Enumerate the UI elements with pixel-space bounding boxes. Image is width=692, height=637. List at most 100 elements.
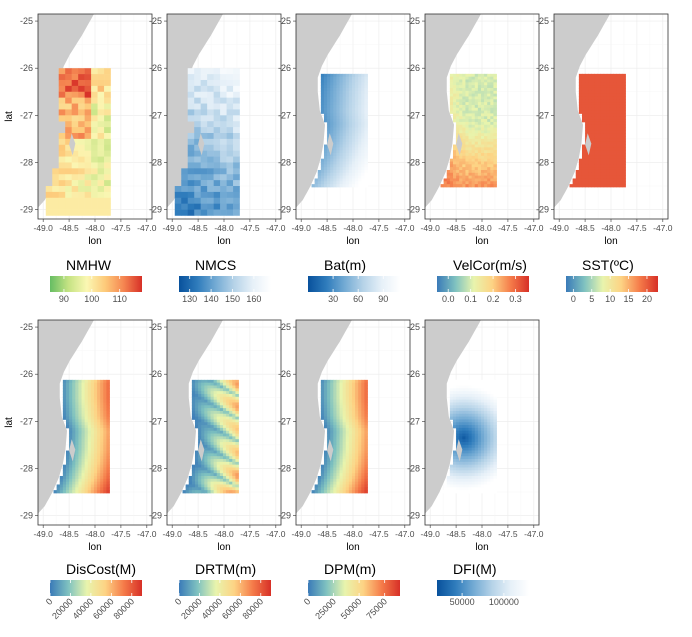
heatmap-cell — [358, 433, 362, 437]
heatmap-cell — [185, 487, 190, 491]
heatmap-cell — [578, 99, 583, 103]
heatmap-cell — [69, 473, 73, 477]
heatmap-cell — [471, 467, 476, 471]
heatmap-cell — [75, 405, 79, 409]
heatmap-cell — [588, 102, 592, 106]
heatmap-cell — [207, 475, 211, 480]
heatmap-cell — [75, 447, 79, 451]
heatmap-cell — [213, 470, 218, 474]
heatmap-cell — [106, 393, 110, 398]
x-tick-label: -48.0 — [343, 223, 363, 233]
heatmap-cell — [345, 439, 350, 443]
heatmap-cell — [474, 408, 479, 412]
heatmap-cell — [358, 93, 362, 97]
heatmap-cell — [219, 481, 224, 485]
heatmap-cell — [345, 133, 350, 137]
heatmap-cell — [90, 405, 95, 409]
heatmap-cell — [585, 124, 589, 128]
heatmap-cell — [490, 147, 494, 151]
heatmap-cell — [477, 85, 482, 89]
heatmap-cell — [490, 450, 494, 454]
heatmap-cell — [578, 76, 583, 80]
heatmap-cell — [339, 410, 344, 415]
heatmap-cell — [336, 155, 340, 160]
heatmap-cell — [480, 425, 485, 429]
heatmap-cell — [474, 399, 479, 403]
heatmap-cell — [616, 178, 620, 182]
heatmap-cell — [345, 172, 350, 177]
heatmap-cell — [364, 90, 368, 95]
heatmap-cell — [235, 385, 239, 389]
heatmap-cell — [449, 178, 454, 182]
heatmap-cell — [459, 127, 463, 131]
heatmap-cell — [609, 85, 614, 89]
heatmap-cell — [72, 436, 76, 440]
heatmap-cell — [364, 402, 368, 406]
heatmap-cell — [336, 433, 340, 437]
heatmap-cell — [235, 461, 239, 466]
heatmap-cell — [358, 388, 362, 392]
heatmap-cell — [446, 184, 451, 188]
heatmap-cell — [462, 133, 466, 137]
heatmap-cell — [355, 158, 359, 162]
heatmap-cell — [342, 478, 347, 483]
heatmap-cell — [364, 155, 368, 160]
heatmap-cell — [317, 484, 322, 488]
heatmap-cell — [93, 425, 98, 429]
heatmap-cell — [569, 184, 574, 188]
heatmap-cell — [339, 93, 344, 97]
heatmap-cell — [106, 464, 110, 468]
heatmap-cell — [333, 155, 337, 160]
heatmap-cell — [351, 433, 356, 437]
heatmap-cell — [609, 158, 614, 162]
heatmap-cell — [226, 444, 230, 449]
heatmap-cell — [103, 450, 107, 454]
heatmap-cell — [459, 410, 463, 415]
heatmap-cell — [72, 487, 76, 491]
heatmap-cell — [93, 385, 98, 389]
heatmap-cell — [342, 433, 347, 437]
heatmap-cell — [364, 107, 368, 112]
heatmap-cell — [87, 439, 92, 443]
heatmap-cell — [219, 388, 224, 392]
heatmap-cell — [222, 391, 227, 395]
heatmap-cell — [229, 447, 233, 451]
heatmap-cell — [348, 413, 353, 418]
heatmap-cell — [484, 181, 488, 185]
heatmap-cell — [213, 79, 221, 87]
heatmap-cell — [191, 475, 196, 480]
heatmap-cell — [232, 422, 236, 426]
heatmap-cell — [314, 484, 319, 488]
heatmap-cell — [93, 447, 98, 451]
heatmap-cell — [361, 87, 365, 92]
heatmap-cell — [493, 130, 497, 134]
heatmap-cell — [103, 487, 107, 491]
heatmap-cell — [619, 90, 623, 95]
heatmap-cell — [207, 459, 211, 463]
heatmap-cell — [487, 382, 491, 386]
heatmap-cell — [336, 102, 340, 106]
heatmap-cell — [210, 396, 215, 401]
heatmap-cell — [200, 150, 208, 157]
heatmap-cell — [226, 156, 234, 163]
heatmap-cell — [90, 427, 95, 432]
heatmap-cell — [216, 439, 221, 443]
heatmap-cell — [210, 427, 215, 432]
heatmap-cell — [235, 419, 239, 423]
heatmap-cell — [348, 408, 353, 412]
heatmap-cell — [449, 169, 454, 174]
heatmap-cell — [477, 161, 482, 165]
heatmap-cell — [477, 422, 482, 426]
heatmap-cell — [204, 405, 208, 409]
heatmap-cell — [342, 459, 347, 463]
heatmap-cell — [456, 79, 460, 83]
heatmap-cell — [355, 453, 359, 457]
heatmap-cell — [336, 141, 340, 145]
heatmap-cell — [216, 382, 221, 386]
heatmap-cell — [487, 161, 491, 165]
heatmap-cell — [594, 121, 598, 126]
heatmap-cell — [106, 396, 110, 401]
heatmap-cell — [578, 93, 583, 97]
heatmap-cell — [484, 147, 488, 151]
heatmap-cell — [198, 439, 202, 443]
